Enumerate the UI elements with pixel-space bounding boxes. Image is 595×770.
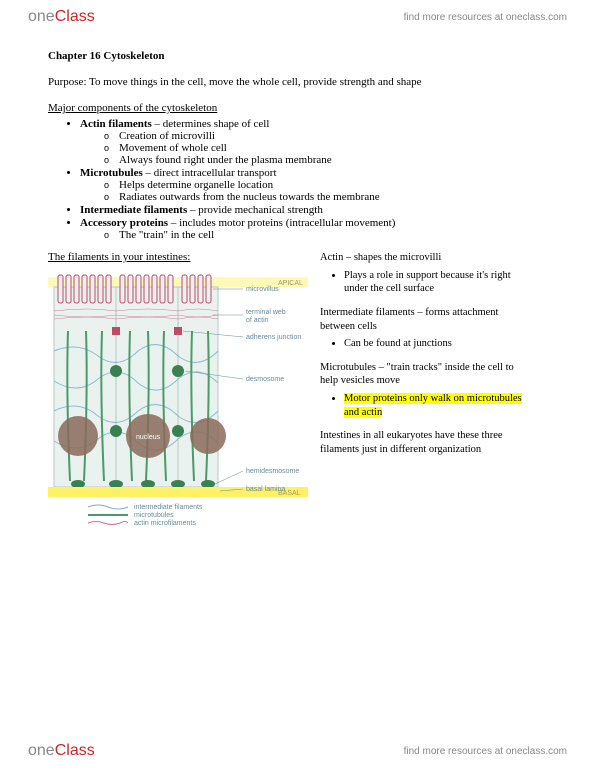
mt-note-bullet: Motor proteins only walk on microtubules… (344, 392, 530, 419)
mt-note-title: Microtubules – "train tracks" inside the… (320, 361, 530, 388)
more-resources-link[interactable]: find more resources at oneclass.com (404, 12, 567, 23)
adherens-label: adherens junction (246, 334, 301, 341)
component-desc: – direct intracellular transport (143, 167, 277, 179)
section-heading-intestines: The filaments in your intestines: (48, 251, 308, 263)
sub-item: Always found right under the plasma memb… (104, 154, 547, 166)
logo[interactable]: oneClass (28, 8, 95, 26)
terminal-web-label2: of actin (246, 317, 269, 324)
sub-list: The "train" in the cell (80, 229, 547, 241)
sub-item: Radiates outwards from the nucleus towar… (104, 191, 547, 203)
nucleus-label: nucleus (136, 434, 161, 441)
if-note-bullet: Can be found at junctions (344, 337, 530, 351)
intestines-note: Intestines in all eukaryotes have these … (320, 429, 530, 456)
right-column: Actin – shapes the microvilli Plays a ro… (320, 251, 530, 534)
page-footer: oneClass find more resources at oneclass… (0, 738, 595, 764)
list-item: Accessory proteins – includes motor prot… (80, 217, 547, 241)
purpose-text: Purpose: To move things in the cell, mov… (48, 76, 547, 88)
basal-lamina-label: basal lamina (246, 486, 285, 493)
list-item: Actin filaments – determines shape of ce… (80, 118, 547, 166)
component-desc: – provide mechanical strength (187, 204, 323, 216)
microvillus-label: microvillus (246, 286, 279, 293)
page-header: oneClass find more resources at oneclass… (0, 0, 595, 30)
sub-item: The "train" in the cell (104, 229, 547, 241)
component-desc: – includes motor proteins (intracellular… (168, 217, 395, 229)
legend-actin: actin microfilaments (134, 520, 196, 527)
sub-item: Helps determine organelle location (104, 179, 547, 191)
logo-text-one: one (28, 742, 55, 760)
component-name: Actin filaments (80, 118, 152, 130)
apical-label: APICAL (278, 280, 303, 287)
list-item: Intermediate filaments – provide mechani… (80, 204, 547, 216)
sub-item: Creation of microvilli (104, 130, 547, 142)
chapter-title: Chapter 16 Cytoskeleton (48, 50, 547, 62)
component-name: Accessory proteins (80, 217, 168, 229)
sub-list: Helps determine organelle location Radia… (80, 179, 547, 203)
desmosome-label: desmosome (246, 376, 284, 383)
logo-text-class: Class (55, 742, 95, 760)
component-name: Intermediate filaments (80, 204, 187, 216)
intestine-diagram: APICAL (48, 271, 308, 531)
section-heading-components: Major components of the cytoskeleton (48, 102, 547, 114)
actin-note-bullet: Plays a role in support because it's rig… (344, 269, 530, 296)
if-note-title: Intermediate filaments – forms attachmen… (320, 306, 530, 333)
two-column-section: The filaments in your intestines: APICAL (48, 251, 547, 534)
diagram-legend: intermediate filaments microtubules acti… (88, 504, 203, 527)
component-desc: – determines shape of cell (152, 118, 270, 130)
document-content: Chapter 16 Cytoskeleton Purpose: To move… (0, 30, 595, 544)
components-list: Actin filaments – determines shape of ce… (48, 118, 547, 241)
logo-text-class: Class (55, 8, 95, 26)
footer-more-resources-link[interactable]: find more resources at oneclass.com (404, 746, 567, 757)
hemidesmosome-label: hemidesmosome (246, 468, 299, 475)
left-column: The filaments in your intestines: APICAL (48, 251, 308, 534)
sub-item: Movement of whole cell (104, 142, 547, 154)
legend-if: intermediate filaments (134, 504, 203, 511)
sub-list: Creation of microvilli Movement of whole… (80, 130, 547, 166)
list-item: Microtubules – direct intracellular tran… (80, 167, 547, 203)
highlighted-text: Motor proteins only walk on microtubules… (344, 393, 522, 418)
legend-mt: microtubules (134, 512, 174, 519)
footer-logo[interactable]: oneClass (28, 742, 95, 760)
component-name: Microtubules (80, 167, 143, 179)
actin-note-title: Actin – shapes the microvilli (320, 251, 530, 265)
logo-text-one: one (28, 8, 55, 26)
terminal-web-label: terminal web (246, 309, 286, 316)
